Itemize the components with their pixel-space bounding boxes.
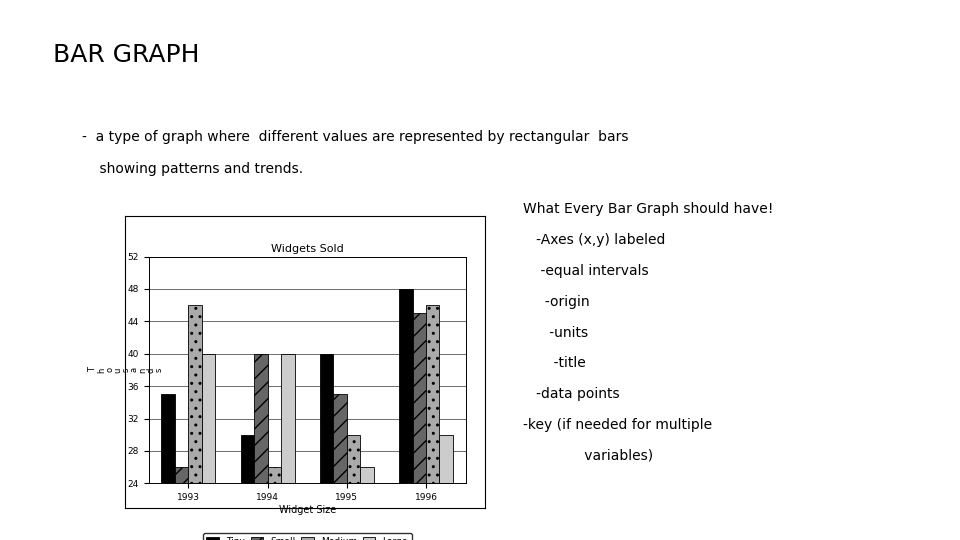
Bar — [161, 394, 175, 540]
Text: -key (if needed for multiple: -key (if needed for multiple — [523, 418, 712, 432]
Text: variables): variables) — [523, 449, 654, 463]
Bar — [241, 435, 254, 540]
Bar — [175, 467, 188, 540]
Text: What Every Bar Graph should have!: What Every Bar Graph should have! — [523, 202, 774, 217]
Bar — [281, 354, 295, 540]
Bar — [413, 313, 426, 540]
Text: -units: -units — [523, 326, 588, 340]
Text: -equal intervals: -equal intervals — [523, 264, 649, 278]
Bar — [399, 289, 413, 540]
Bar — [202, 354, 215, 540]
Bar — [347, 435, 360, 540]
Legend: Tiny, Small, Medium, Large: Tiny, Small, Medium, Large — [203, 533, 412, 540]
Text: showing patterns and trends.: showing patterns and trends. — [82, 162, 302, 176]
Text: -data points: -data points — [523, 387, 620, 401]
Text: BAR GRAPH: BAR GRAPH — [53, 43, 200, 67]
Bar — [360, 467, 373, 540]
Text: -Axes (x,y) labeled: -Axes (x,y) labeled — [523, 233, 665, 247]
Bar — [188, 305, 202, 540]
Title: Widgets Sold: Widgets Sold — [271, 244, 344, 254]
Bar — [426, 305, 440, 540]
Bar — [320, 354, 333, 540]
X-axis label: Widget Size: Widget Size — [278, 505, 336, 515]
Bar — [440, 435, 453, 540]
Bar — [254, 354, 268, 540]
Y-axis label: T
h
o
u
s
a
n
d
s: T h o u s a n d s — [88, 367, 164, 373]
Text: -  a type of graph where  different values are represented by rectangular  bars: - a type of graph where different values… — [82, 130, 628, 144]
Bar — [333, 394, 347, 540]
Text: -title: -title — [523, 356, 586, 370]
Text: -origin: -origin — [523, 295, 589, 309]
Bar — [268, 467, 281, 540]
